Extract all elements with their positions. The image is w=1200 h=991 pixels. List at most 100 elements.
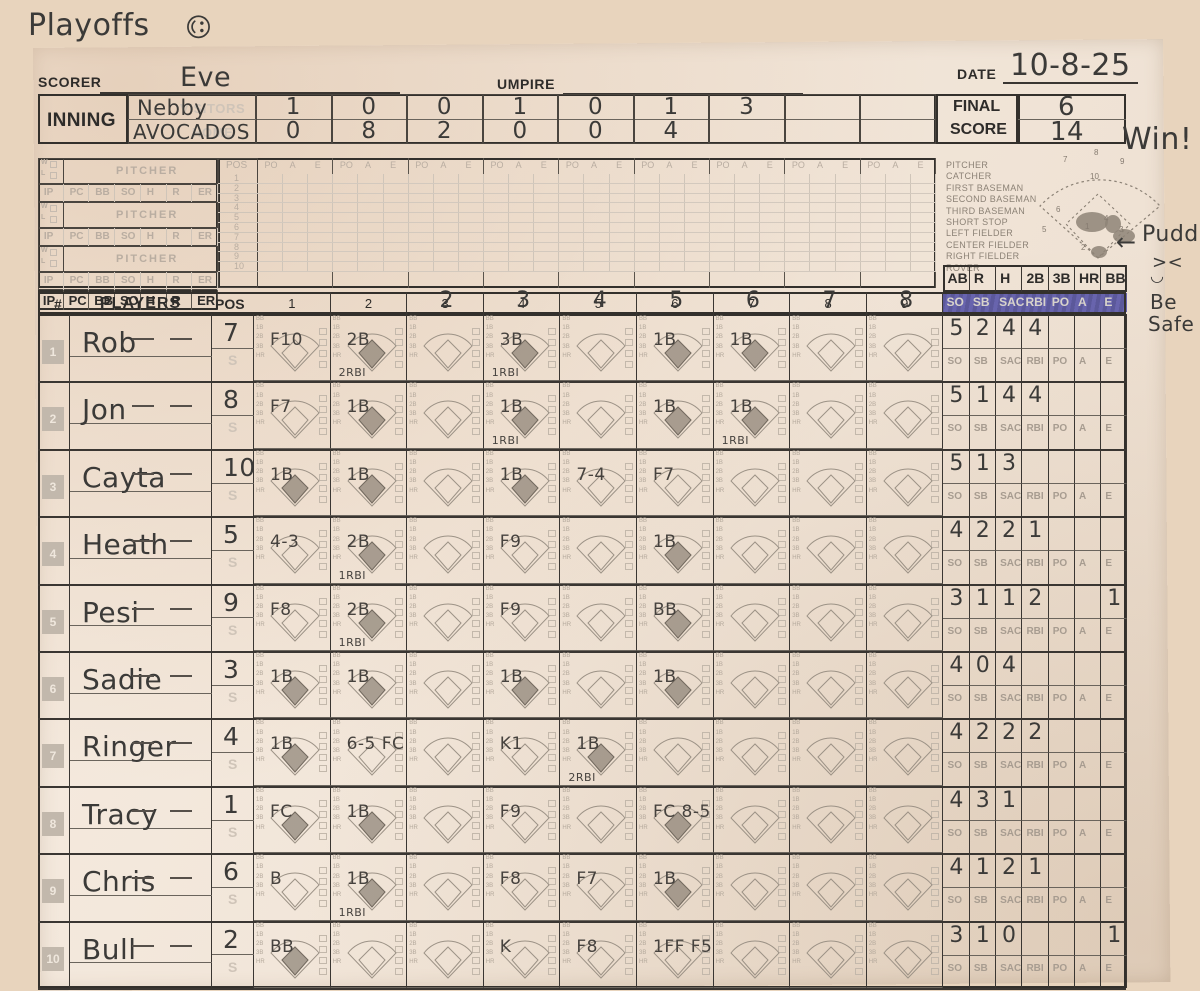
rbi-check[interactable] (318, 563, 327, 571)
paoe-cell-1-3[interactable] (258, 194, 334, 204)
rbi-check[interactable] (778, 495, 787, 503)
paoe-cell-3-9[interactable] (408, 252, 484, 263)
paoe-col-3-A[interactable] (434, 174, 459, 272)
at-bat-cell-6-2[interactable]: BB 1B 2B 3B HR 1B (330, 651, 408, 719)
stat-cell-2-R[interactable] (969, 381, 996, 417)
player-pos-cell-10[interactable] (212, 920, 254, 988)
rbi-check[interactable] (701, 395, 710, 403)
pos-row-8[interactable] (218, 243, 258, 253)
rbi-check[interactable] (931, 350, 940, 357)
stat2-cell-9-SAC[interactable] (996, 888, 1023, 921)
player-pos-cell-2[interactable] (212, 381, 254, 449)
rbi-check[interactable] (854, 361, 863, 368)
rbi-check[interactable] (548, 945, 557, 953)
paoe-cell-8-10[interactable] (785, 262, 861, 272)
rbi-check[interactable] (624, 530, 633, 538)
rbi-check[interactable] (778, 552, 787, 560)
rbi-check[interactable] (395, 665, 404, 672)
rbi-check[interactable] (395, 417, 404, 425)
rbi-check[interactable] (701, 563, 710, 571)
stat2-cell-1-RBI[interactable] (1022, 349, 1049, 382)
paoe-cell-1-5[interactable] (258, 213, 334, 223)
rbi-check[interactable] (854, 495, 863, 503)
rbi-check[interactable] (854, 687, 863, 694)
rbi-check[interactable] (318, 484, 327, 492)
stat2-cell-1-PO[interactable] (1049, 349, 1075, 382)
rbi-check[interactable] (624, 698, 633, 705)
pos-row-5[interactable] (218, 213, 258, 223)
rbi-check[interactable] (624, 417, 633, 425)
rbi-check[interactable] (854, 754, 863, 762)
rbi-check[interactable] (395, 339, 404, 346)
paoe-col-2-A[interactable] (358, 174, 384, 272)
rbi-check[interactable] (548, 597, 557, 605)
rbi-check[interactable] (854, 417, 863, 425)
rbi-check[interactable] (854, 799, 863, 807)
rbi-check[interactable] (395, 619, 404, 627)
at-bat-cell-4-6[interactable]: BB 1B 2B 3B HR 1B (637, 516, 714, 584)
rbi-check[interactable] (854, 350, 863, 357)
rbi-check[interactable] (778, 608, 787, 616)
player-pos-cell-9[interactable] (212, 853, 254, 921)
at-bat-cell-5-6[interactable]: BB 1B 2B 3B HR BB (637, 583, 714, 651)
rbi-check[interactable] (701, 339, 710, 346)
stat-cell-10-H[interactable] (996, 920, 1023, 956)
pos-row-7[interactable] (218, 233, 258, 243)
at-bat-cell-3-6[interactable]: BB 1B 2B 3B HR F7 (637, 448, 714, 517)
rbi-check[interactable] (318, 395, 327, 403)
rbi-check[interactable] (931, 406, 940, 414)
at-bat-cell-7-2[interactable]: BB 1B 2B 3B HR 6-5 FC (330, 718, 408, 786)
rbi-check[interactable] (854, 878, 863, 886)
stat-cell-4-BB[interactable] (1101, 516, 1128, 552)
stat-cell-6-2B[interactable] (1022, 651, 1049, 687)
paoe-cell-8-5[interactable] (785, 213, 861, 223)
paoe-col-9-E[interactable] (911, 174, 936, 272)
rbi-check[interactable] (471, 687, 480, 694)
rbi-check[interactable] (548, 732, 557, 740)
pitcher-stat-cell-1-IP[interactable] (38, 184, 64, 202)
rbi-check[interactable] (318, 619, 327, 627)
rbi-check[interactable] (395, 350, 404, 357)
stat-cell-5-AB[interactable] (943, 583, 970, 619)
stat-cell-10-R[interactable] (969, 920, 996, 956)
rbi-check[interactable] (548, 810, 557, 818)
rbi-check[interactable] (471, 328, 480, 335)
rbi-check[interactable] (471, 541, 480, 549)
stat-cell-4-AB[interactable] (943, 516, 970, 552)
pitcher-l-check-3[interactable] (50, 260, 57, 267)
paoe-col-7-PO[interactable] (710, 174, 736, 272)
rbi-check[interactable] (318, 799, 327, 807)
rbi-check[interactable] (701, 541, 710, 549)
rbi-check[interactable] (778, 597, 787, 605)
rbi-check[interactable] (931, 417, 940, 425)
rbi-check[interactable] (548, 495, 557, 503)
player-name-cell-9[interactable] (70, 853, 212, 921)
stat-cell-1-2B[interactable] (1022, 314, 1049, 350)
stat2-cell-1-E[interactable] (1101, 349, 1128, 382)
rbi-check[interactable] (701, 552, 710, 560)
at-bat-cell-4-4[interactable]: BB 1B 2B 3B HR F9 (483, 516, 561, 584)
rbi-check[interactable] (778, 676, 787, 683)
paoe-cell-9-6[interactable] (860, 223, 936, 233)
rbi-check[interactable] (471, 462, 480, 470)
paoe-col-7-A[interactable] (735, 174, 761, 272)
rbi-check[interactable] (395, 867, 404, 875)
at-bat-cell-6-6[interactable]: BB 1B 2B 3B HR 1B (637, 651, 714, 719)
stat-cell-5-BB[interactable] (1101, 583, 1128, 619)
stat-cell-4-R[interactable] (969, 516, 996, 552)
rbi-check[interactable] (854, 473, 863, 481)
rbi-check[interactable] (778, 832, 787, 840)
pitcher-stat-cell-3-IP[interactable] (38, 272, 64, 290)
rbi-check[interactable] (701, 687, 710, 694)
stat-cell-8-AB[interactable] (943, 785, 970, 821)
rbi-check[interactable] (548, 473, 557, 481)
paoe-cell-9-4[interactable] (860, 203, 936, 214)
stat-cell-1-H[interactable] (996, 314, 1023, 350)
at-bat-cell-8-9[interactable]: BB 1B 2B 3B HR (866, 785, 944, 854)
stat-cell-9-AB[interactable] (943, 853, 970, 889)
rbi-check[interactable] (624, 552, 633, 560)
rbi-check[interactable] (471, 743, 480, 751)
rbi-check[interactable] (471, 900, 480, 908)
rbi-check[interactable] (471, 597, 480, 605)
rbi-check[interactable] (471, 552, 480, 560)
